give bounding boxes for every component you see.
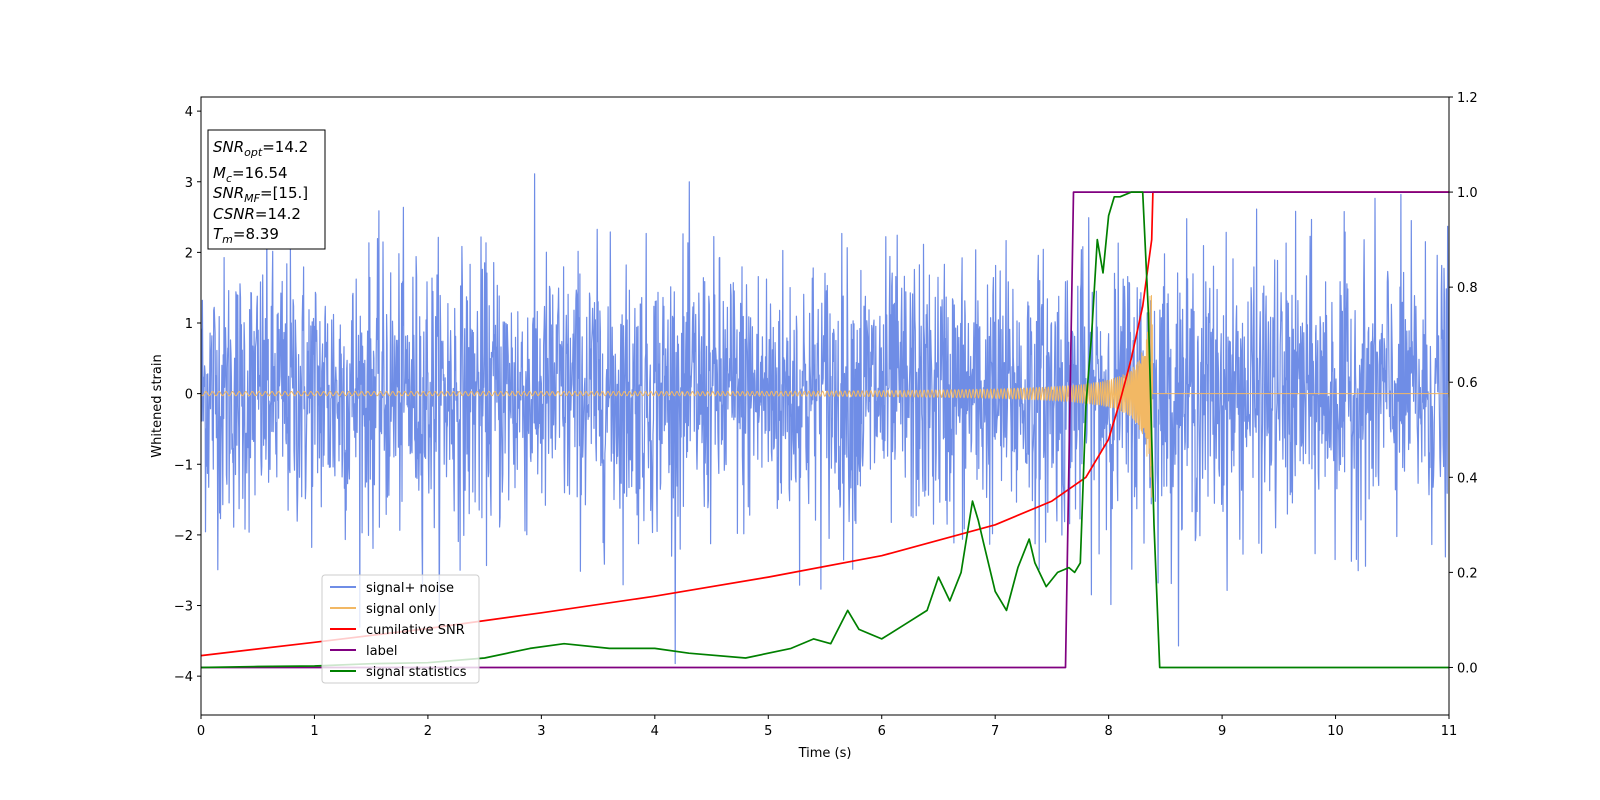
- legend-label-label: label: [366, 644, 397, 659]
- legend-label-signal-noise: signal+ noise: [366, 581, 454, 596]
- series-signal-noise: [201, 173, 1449, 665]
- x-tick-label: 10: [1327, 724, 1344, 739]
- y2-tick-label: 0.0: [1457, 661, 1478, 676]
- annotation-box: [207, 129, 326, 250]
- series-signal-statistics: [201, 191, 1449, 669]
- y-tick-label: 0: [185, 388, 193, 403]
- legend: signal+ noise signal only cumilative SNR…: [321, 574, 480, 684]
- y-tick-label: −2: [174, 529, 193, 544]
- y-axis-label: Whitened strain: [150, 354, 165, 457]
- legend-box: [321, 574, 480, 684]
- y-tick-label: −3: [174, 600, 193, 615]
- y-tick-label: 3: [185, 176, 193, 191]
- legend-label-signal-only: signal only: [366, 602, 436, 617]
- x-tick-label: 4: [651, 724, 659, 739]
- x-tick-label: 1: [310, 724, 318, 739]
- series-signal-only: [201, 295, 1449, 498]
- series-cumilative-snr: [201, 191, 1449, 657]
- y2-tick-label: 0.8: [1457, 281, 1478, 296]
- x-tick-label: 6: [878, 724, 886, 739]
- x-tick-label: 8: [1104, 724, 1112, 739]
- y-tick-label: 2: [185, 246, 193, 261]
- annotation-line-snr-mf: SNRMF=[15.]: [213, 184, 308, 205]
- annotation-line-mc: Mc=16.54: [213, 164, 288, 185]
- x-tick-label: 7: [991, 724, 999, 739]
- y-tick-label: 4: [185, 105, 193, 120]
- x-tick-label: 9: [1218, 724, 1226, 739]
- legend-label-cumulative-snr: cumilative SNR: [366, 623, 465, 638]
- plot-frame: [200, 96, 1450, 716]
- y2-tick-label: 1.2: [1457, 91, 1478, 106]
- x-tick-label: 3: [537, 724, 545, 739]
- y-tick-label: 1: [185, 317, 193, 332]
- y2-tick-label: 1.0: [1457, 186, 1478, 201]
- series-label: [201, 191, 1449, 669]
- x-tick-label: 0: [197, 724, 205, 739]
- stats-annotation: SNRopt=14.2 Mc=16.54 SNRMF=[15.] CSNR=14…: [207, 129, 326, 250]
- annotation-line-csnr: CSNR=14.2: [213, 205, 301, 223]
- y2-tick-label: 0.2: [1457, 566, 1478, 581]
- annotation-line-tm: Tm=8.39: [213, 225, 279, 246]
- x-tick-label: 2: [424, 724, 432, 739]
- legend-label-signal-statistics: signal statistics: [366, 665, 467, 680]
- x-tick-label: 5: [764, 724, 772, 739]
- x-axis-label: Time (s): [798, 746, 852, 761]
- annotation-line-snr-opt: SNRopt=14.2: [213, 138, 308, 159]
- y2-tick-label: 0.6: [1457, 376, 1478, 391]
- x-tick-label: 11: [1441, 724, 1458, 739]
- y-tick-label: −4: [174, 670, 193, 685]
- y-tick-label: −1: [174, 458, 193, 473]
- y2-tick-label: 0.4: [1457, 471, 1478, 486]
